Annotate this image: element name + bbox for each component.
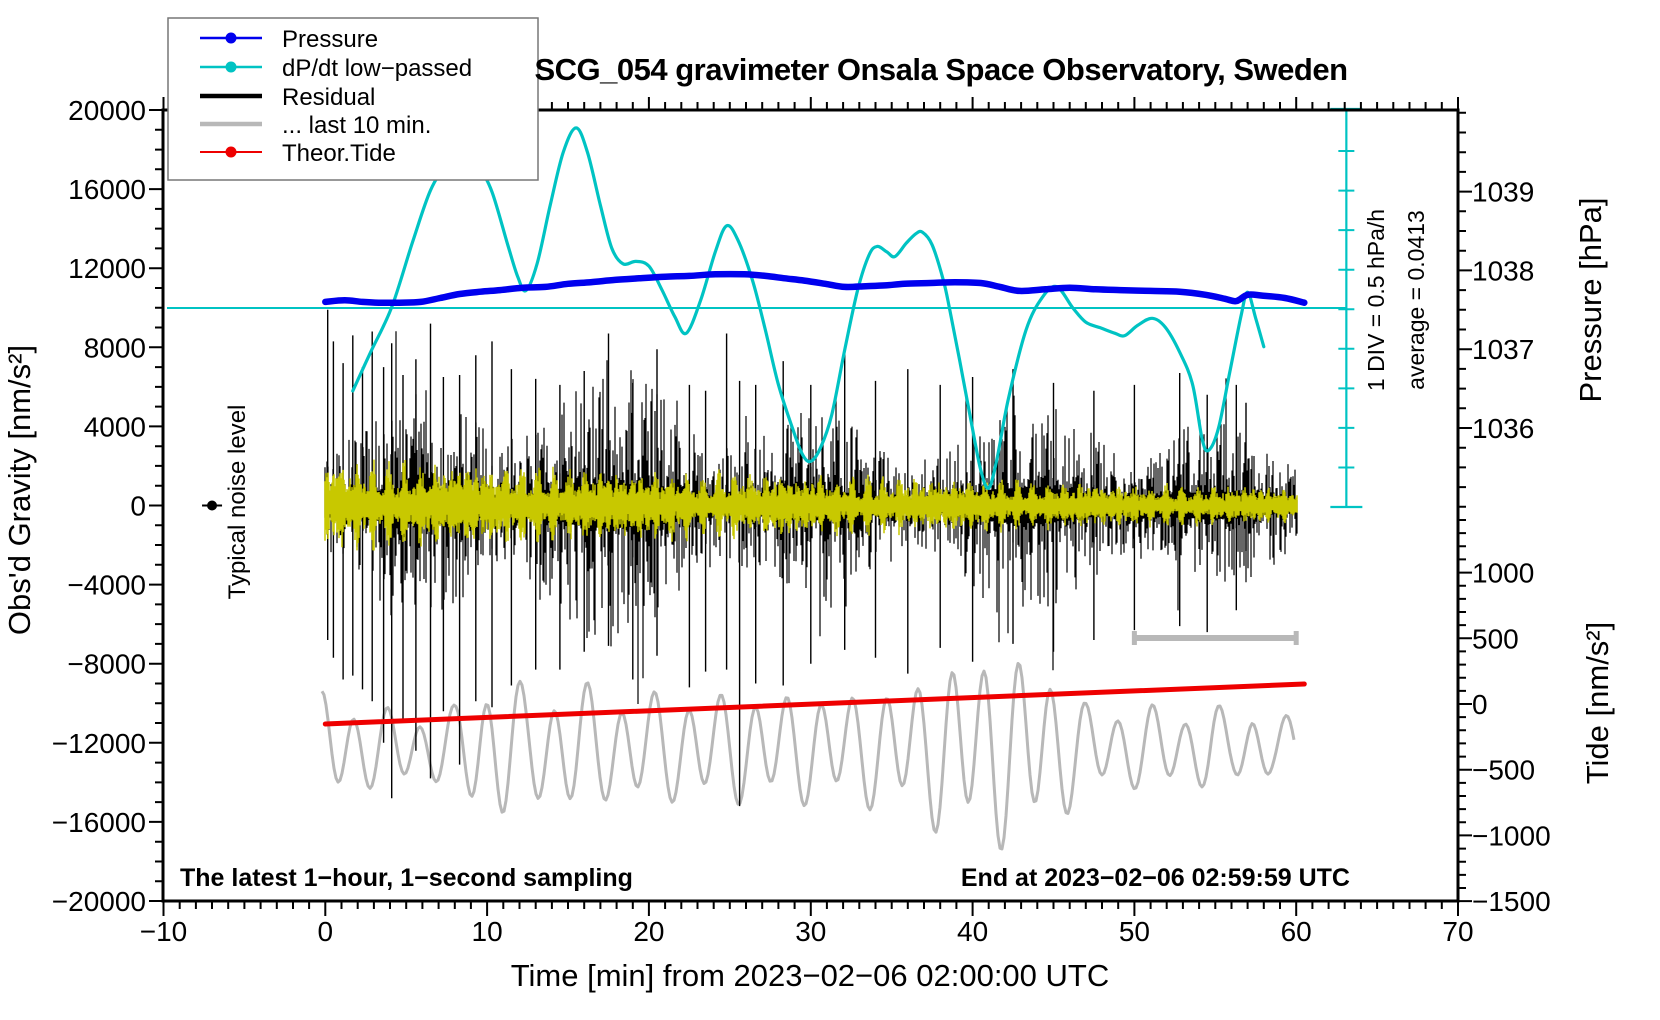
dpdt-curve xyxy=(351,126,1266,490)
tide-tick-label: −1000 xyxy=(1472,820,1551,851)
div-scale-label: 1 DIV = 0.5 hPa/h xyxy=(1363,209,1389,391)
gravity-tick-label: −12000 xyxy=(52,728,146,759)
x-tick-label: 20 xyxy=(633,916,664,947)
gravity-tick-label: 16000 xyxy=(68,174,146,205)
y-right-tide-title: Tide [nm/s²] xyxy=(1580,622,1615,785)
sampling-note: The latest 1−hour, 1−second sampling xyxy=(180,864,633,892)
legend-label-residual: Residual xyxy=(282,84,375,111)
last10min-curve xyxy=(320,662,1296,851)
axis-ticks xyxy=(149,97,1472,916)
legend-label-pressure: Pressure xyxy=(282,26,378,53)
tide-tick-label: −1500 xyxy=(1472,886,1551,917)
tide-tick-label: −500 xyxy=(1472,755,1535,786)
tide-tick-label: 0 xyxy=(1472,689,1488,720)
tide-tick-label: 1000 xyxy=(1472,558,1534,589)
end-time-note: End at 2023−02−06 02:59:59 UTC xyxy=(961,864,1350,892)
x-tick-label: 30 xyxy=(795,916,826,947)
x-tick-label: 70 xyxy=(1442,916,1473,947)
x-axis-title: Time [min] from 2023−02−06 02:00:00 UTC xyxy=(511,958,1110,993)
tide-tick-label: 500 xyxy=(1472,623,1519,654)
legend-sample-dot-4 xyxy=(225,146,237,158)
legend-sample-dot-0 xyxy=(225,32,237,44)
y-right-pressure-title: Pressure [hPa] xyxy=(1573,197,1608,402)
legend-label-last10: ... last 10 min. xyxy=(282,112,431,139)
pressure-curve xyxy=(322,270,1308,307)
x-tick-label: 40 xyxy=(957,916,988,947)
gravity-tick-label: −16000 xyxy=(52,807,146,838)
pressure-tick-label: 1036 xyxy=(1472,413,1534,444)
noise-level-label: Typical noise level xyxy=(224,405,251,600)
noise-level-dot xyxy=(207,500,218,511)
reference-lines-layer xyxy=(167,107,1363,509)
average-label: average = 0.0413 xyxy=(1403,210,1429,390)
gravity-tick-label: −4000 xyxy=(67,570,146,601)
legend-label-dpdt: dP/dt low−passed xyxy=(282,55,472,82)
pressure-tick-label: 1037 xyxy=(1472,334,1534,365)
gravity-tick-label: 0 xyxy=(130,491,146,522)
legend-label-tide: Theor.Tide xyxy=(282,140,396,167)
residual-bandpassed-band xyxy=(324,459,1298,551)
pressure-tick-label: 1039 xyxy=(1472,177,1534,208)
gravity-tick-label: 8000 xyxy=(84,332,146,363)
gravity-tick-label: 4000 xyxy=(84,411,146,442)
pressure-tick-label: 1038 xyxy=(1472,255,1534,286)
theor-tide-curve xyxy=(322,681,1307,727)
legend-sample-dot-1 xyxy=(225,61,237,73)
gravity-tick-label: −8000 xyxy=(67,649,146,680)
x-tick-label: 0 xyxy=(318,916,334,947)
chart-title: SCG_054 gravimeter Onsala Space Observat… xyxy=(534,52,1347,87)
x-tick-label: 50 xyxy=(1119,916,1150,947)
x-tick-label: 10 xyxy=(472,916,503,947)
data-series-layer xyxy=(202,126,1308,851)
gravity-tick-label: −20000 xyxy=(52,886,146,917)
x-tick-label: 60 xyxy=(1281,916,1312,947)
y-left-axis-title: Obs'd Gravity [nm/s²] xyxy=(2,345,37,635)
gravity-tick-label: 20000 xyxy=(68,95,146,126)
axes-frame-layer: −10 0 10 20 30 40 50 60 70 −20000 −16000 −12000 −800… xyxy=(52,95,1551,947)
x-tick-label: −10 xyxy=(140,916,188,947)
gravity-tick-label: 12000 xyxy=(68,253,146,284)
